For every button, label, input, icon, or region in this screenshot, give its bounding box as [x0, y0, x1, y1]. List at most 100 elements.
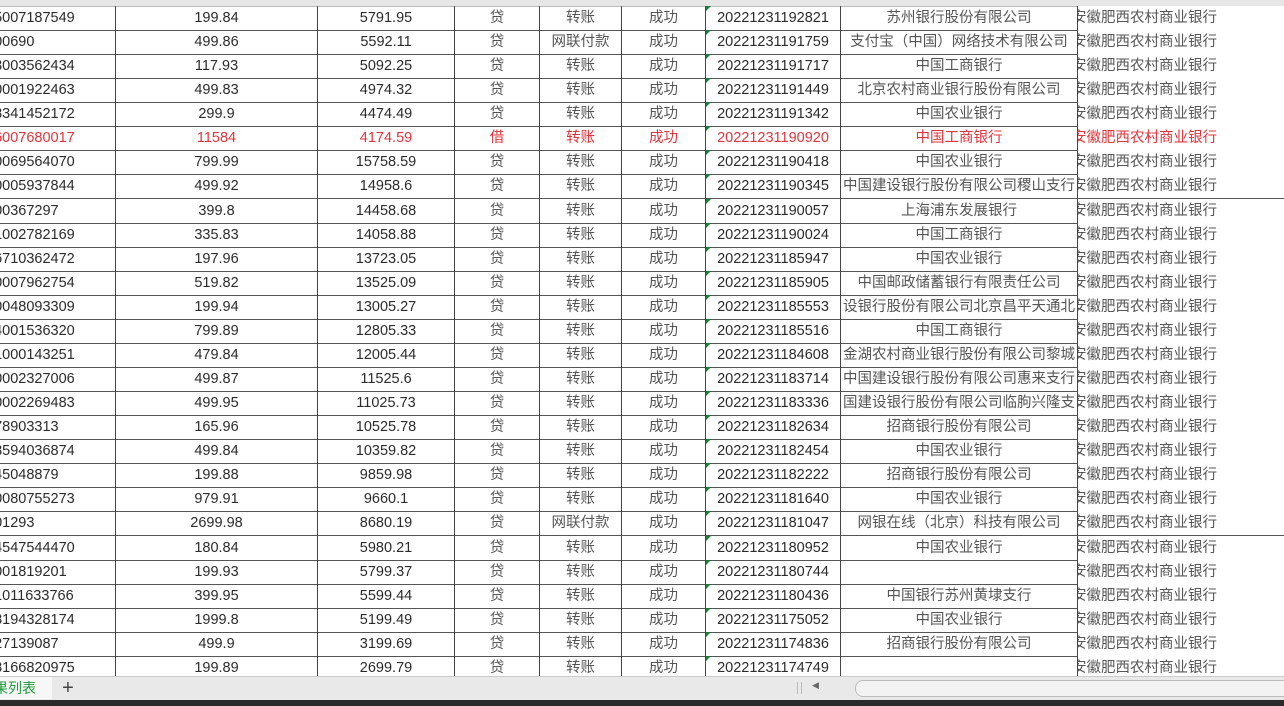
serial-cell[interactable]: 20221231180744: [706, 559, 841, 584]
spreadsheet-grid[interactable]: 05007187549199.845791.95贷转账成功20221231192…: [0, 6, 1284, 676]
account-cell[interactable]: 70069564070: [0, 150, 116, 175]
own-bank-cell[interactable]: 安徽肥西农村商业银行: [1078, 222, 1284, 247]
table-row[interactable]: 100367297399.814458.68贷转账成功2022123119005…: [0, 198, 1284, 224]
status-cell[interactable]: 成功: [622, 342, 706, 367]
direction-cell[interactable]: 贷: [455, 222, 540, 247]
bank-cell[interactable]: 中国农业银行: [841, 102, 1078, 127]
amount-cell[interactable]: 11584: [116, 126, 318, 151]
table-row[interactable]: 10048093309199.9413005.27贷转账成功2022123118…: [0, 294, 1284, 320]
status-cell[interactable]: 成功: [622, 631, 706, 656]
own-bank-cell[interactable]: 安徽肥西农村商业银行: [1078, 342, 1284, 367]
status-cell[interactable]: 成功: [622, 294, 706, 319]
serial-cell[interactable]: 20221231181640: [706, 487, 841, 512]
status-cell[interactable]: 成功: [622, 583, 706, 608]
bank-cell[interactable]: 中国农业银行: [841, 607, 1078, 632]
type-cell[interactable]: 转账: [540, 198, 622, 223]
bank-cell[interactable]: 北京农村商业银行股份有限公司: [841, 78, 1078, 103]
type-cell[interactable]: 转账: [540, 535, 622, 560]
bank-cell[interactable]: 网银在线（北京）科技有限公司: [841, 511, 1078, 536]
own-bank-cell[interactable]: 安徽肥西农村商业银行: [1078, 30, 1284, 55]
balance-cell[interactable]: 11025.73: [318, 391, 455, 416]
table-row[interactable]: 278903313165.9610525.78贷转账成功202212311826…: [0, 415, 1284, 441]
own-bank-cell[interactable]: 安徽肥西农村商业银行: [1078, 559, 1284, 584]
direction-cell[interactable]: 贷: [455, 6, 540, 30]
bank-cell[interactable]: 苏州银行股份有限公司: [841, 6, 1078, 30]
bank-cell[interactable]: 上海浦东发展银行: [841, 198, 1078, 223]
own-bank-cell[interactable]: 安徽肥西农村商业银行: [1078, 294, 1284, 319]
status-cell[interactable]: 成功: [622, 6, 706, 30]
account-cell[interactable]: 03003562434: [0, 54, 116, 79]
balance-cell[interactable]: 5599.44: [318, 583, 455, 608]
balance-cell[interactable]: 4974.32: [318, 78, 455, 103]
account-cell[interactable]: 38341452172: [0, 102, 116, 127]
type-cell[interactable]: 转账: [540, 246, 622, 271]
balance-cell[interactable]: 5199.49: [318, 607, 455, 632]
bank-cell[interactable]: 中国邮政储蓄银行有限责任公司: [841, 270, 1078, 295]
direction-cell[interactable]: 贷: [455, 511, 540, 536]
table-row[interactable]: 0001819201199.935799.37贷转账成功202212311807…: [0, 559, 1284, 585]
account-cell[interactable]: 00002269483: [0, 391, 116, 416]
serial-cell[interactable]: 20221231181047: [706, 511, 841, 536]
balance-cell[interactable]: 13005.27: [318, 294, 455, 319]
serial-cell[interactable]: 20221231191759: [706, 30, 841, 55]
type-cell[interactable]: 网联付款: [540, 511, 622, 536]
account-cell[interactable]: 0001819201: [0, 559, 116, 584]
status-cell[interactable]: 成功: [622, 318, 706, 343]
own-bank-cell[interactable]: 安徽肥西农村商业银行: [1078, 535, 1284, 560]
amount-cell[interactable]: 479.84: [116, 342, 318, 367]
serial-cell[interactable]: 20221231185553: [706, 294, 841, 319]
status-cell[interactable]: 成功: [622, 439, 706, 464]
account-cell[interactable]: 60005937844: [0, 174, 116, 199]
amount-cell[interactable]: 519.82: [116, 270, 318, 295]
table-row[interactable]: 00080755273979.919660.1贷转账成功202212311816…: [0, 487, 1284, 513]
direction-cell[interactable]: 贷: [455, 270, 540, 295]
bank-cell[interactable]: 国建设银行股份有限公司临朐兴隆支: [841, 391, 1078, 416]
own-bank-cell[interactable]: 安徽肥西农村商业银行: [1078, 415, 1284, 440]
balance-cell[interactable]: 3199.69: [318, 631, 455, 656]
direction-cell[interactable]: 贷: [455, 391, 540, 416]
direction-cell[interactable]: 贷: [455, 487, 540, 512]
amount-cell[interactable]: 799.99: [116, 150, 318, 175]
serial-cell[interactable]: 20221231191717: [706, 54, 841, 79]
account-cell[interactable]: 278903313: [0, 415, 116, 440]
status-cell[interactable]: 成功: [622, 511, 706, 536]
horizontal-scrollbar-thumb[interactable]: [855, 680, 1284, 697]
type-cell[interactable]: 转账: [540, 391, 622, 416]
type-cell[interactable]: 转账: [540, 655, 622, 676]
balance-cell[interactable]: 13525.09: [318, 270, 455, 295]
direction-cell[interactable]: 贷: [455, 294, 540, 319]
type-cell[interactable]: 转账: [540, 439, 622, 464]
table-row[interactable]: 18166820975199.892699.79贷转账成功20221231174…: [0, 655, 1284, 676]
table-row[interactable]: 04001536320799.8912805.33贷转账成功2022123118…: [0, 318, 1284, 344]
type-cell[interactable]: 转账: [540, 487, 622, 512]
direction-cell[interactable]: 借: [455, 126, 540, 151]
account-cell[interactable]: 01011633766: [0, 583, 116, 608]
amount-cell[interactable]: 499.9: [116, 631, 318, 656]
own-bank-cell[interactable]: 安徽肥西农村商业银行: [1078, 391, 1284, 416]
amount-cell[interactable]: 399.8: [116, 198, 318, 223]
balance-cell[interactable]: 14058.88: [318, 222, 455, 247]
table-row[interactable]: 30007962754519.8213525.09贷转账成功2022123118…: [0, 270, 1284, 296]
direction-cell[interactable]: 贷: [455, 607, 540, 632]
type-cell[interactable]: 转账: [540, 54, 622, 79]
own-bank-cell[interactable]: 安徽肥西农村商业银行: [1078, 655, 1284, 676]
type-cell[interactable]: 转账: [540, 463, 622, 488]
amount-cell[interactable]: 165.96: [116, 415, 318, 440]
status-cell[interactable]: 成功: [622, 463, 706, 488]
serial-cell[interactable]: 20221231190920: [706, 126, 841, 151]
balance-cell[interactable]: 4174.59: [318, 126, 455, 151]
direction-cell[interactable]: 贷: [455, 246, 540, 271]
account-cell[interactable]: 100367297: [0, 198, 116, 223]
direction-cell[interactable]: 贷: [455, 583, 540, 608]
bank-cell[interactable]: 中国农业银行: [841, 487, 1078, 512]
account-cell[interactable]: 527139087: [0, 631, 116, 656]
balance-cell[interactable]: 5791.95: [318, 6, 455, 30]
amount-cell[interactable]: 117.93: [116, 54, 318, 79]
own-bank-cell[interactable]: 安徽肥西农村商业银行: [1078, 511, 1284, 536]
amount-cell[interactable]: 199.93: [116, 559, 318, 584]
own-bank-cell[interactable]: 安徽肥西农村商业银行: [1078, 583, 1284, 608]
table-row[interactable]: 03003562434117.935092.25贷转账成功20221231191…: [0, 54, 1284, 80]
account-cell[interactable]: 34547544470: [0, 535, 116, 560]
direction-cell[interactable]: 贷: [455, 415, 540, 440]
account-cell[interactable]: 401293: [0, 511, 116, 536]
